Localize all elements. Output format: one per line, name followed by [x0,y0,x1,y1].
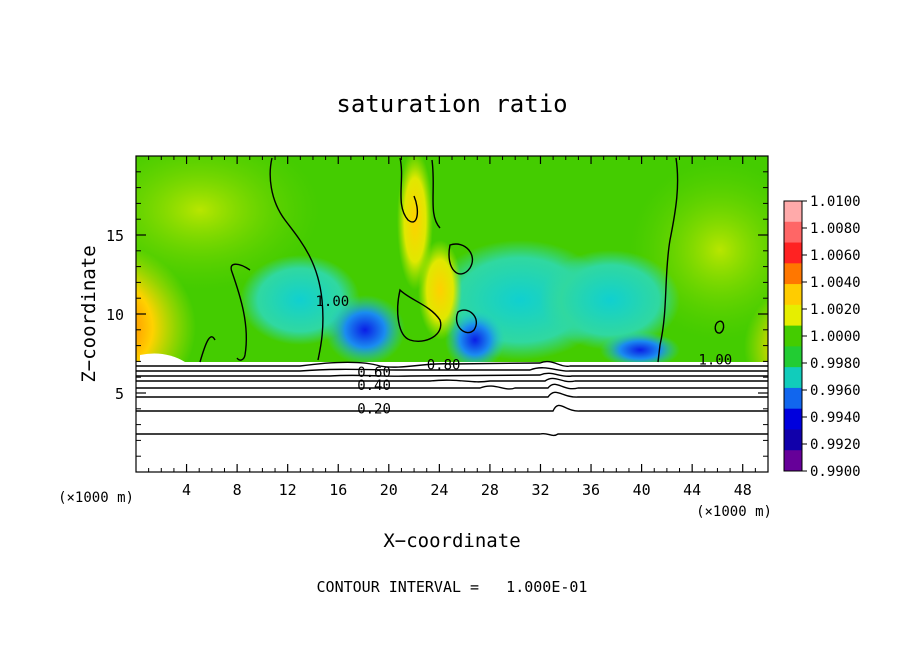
x-unit-right: (×1000 m) [696,504,772,520]
contour-line-z2p6 [136,432,768,437]
contour-line-z5p2 [136,383,768,390]
colorbar-swatch [784,242,802,264]
y-tick-label: 10 [106,306,124,324]
field-cyan-right [540,250,680,350]
x-tick-label: 20 [380,481,398,499]
colorbar-swatch [784,284,802,306]
contour-line-1p00-left [269,157,324,361]
colorbar-swatch [784,387,802,410]
x-axis: 4 8 12 16 20 24 28 32 36 40 44 48 [148,156,756,499]
contour-line-1p00-left-tongue [230,263,251,361]
y-axis-label: Z−coordinate [78,245,100,382]
contour-line-z7p0 [136,360,768,368]
colorbar-swatch [784,221,802,244]
contour-line-plume-loop-b [455,309,477,334]
contour-label: 1.00 [315,294,349,310]
colorbar-label: 0.9960 [810,383,861,399]
y-tick-label: 5 [115,385,124,403]
colorbar-label: 1.0060 [810,248,861,264]
x-tick-label: 8 [233,481,242,499]
colorbar-label: 1.0000 [810,329,861,345]
contour-labels: 1.00 1.00 0.80 0.600.40 0.20 [315,294,732,418]
contour-line-right-ring [714,320,725,334]
colorbar-label: 0.9900 [810,464,861,480]
y-tick-label: 15 [106,227,124,245]
colorbar-swatch [784,367,802,389]
contour-interval-note: CONTOUR INTERVAL = 1.000E-01 [317,578,588,596]
colorbar-swatch [784,201,802,223]
field-blue-left [325,295,405,365]
contour-label: 0.40 [357,378,391,394]
x-tick-label: 4 [182,481,191,499]
x-tick-label: 16 [329,481,347,499]
x-tick-label: 32 [531,481,549,499]
y-axis: 5 10 15 [106,171,768,457]
colorbar-label: 0.9920 [810,437,861,453]
contour-label: 0.20 [357,402,391,418]
x-axis-label: X−coordinate [383,530,520,552]
colorbar: 1.0100 1.0080 1.0060 1.0040 1.0020 1.0000 0.99… [783,194,861,480]
x-tick-label: 12 [279,481,297,499]
x-tick-label: 28 [481,481,499,499]
contour-line-plume-loop-a [448,243,474,275]
chart-title: saturation ratio [336,90,567,118]
colorbar-swatch [784,346,802,368]
x-tick-label: 48 [734,481,752,499]
contour-label: 1.00 [698,353,732,369]
contour-label: 0.60 [357,365,391,381]
field-lower-white [136,362,768,472]
colorbar-swatch [784,429,802,451]
contour-line-z4p6 [136,391,768,398]
contour-label: 0.80 [427,357,461,373]
contour-line-plume-left [399,157,419,223]
colorbar-label: 0.9980 [810,356,861,372]
colorbar-swatch [784,304,802,327]
x-tick-label: 36 [582,481,600,499]
contour-line-plume-core [397,288,442,342]
contour-line-z6p6 [136,367,768,372]
field-blue-right [600,332,680,368]
field-white-bump-left [140,353,195,372]
colorbar-swatch [784,325,802,347]
contour-line-z3p9 [136,404,768,412]
colorbar-label: 0.9940 [810,410,861,426]
contour-line-plume-right [431,159,441,229]
colorbar-label: 1.0100 [810,194,861,210]
x-unit-left: (×1000 m) [58,490,134,506]
contour-line-1p00-right [657,157,679,363]
x-tick-label: 44 [683,481,701,499]
contour-lines [136,157,768,437]
contour-line-1p00-lowleft [199,336,216,363]
field-yellow-core [418,240,462,340]
field-blue-center [445,310,505,370]
contour-line-z5p8 [136,377,768,383]
colorbar-label: 1.0080 [810,221,861,237]
colorbar-label: 1.0020 [810,302,861,318]
colorbar-swatch [784,408,802,430]
contour-line-z6p2 [136,372,768,378]
x-tick-label: 24 [430,481,448,499]
colorbar-swatch [784,450,802,472]
colorbar-label: 1.0040 [810,275,861,291]
heatmap-field [136,156,768,472]
x-tick-label: 40 [633,481,651,499]
colorbar-swatch [784,263,802,285]
